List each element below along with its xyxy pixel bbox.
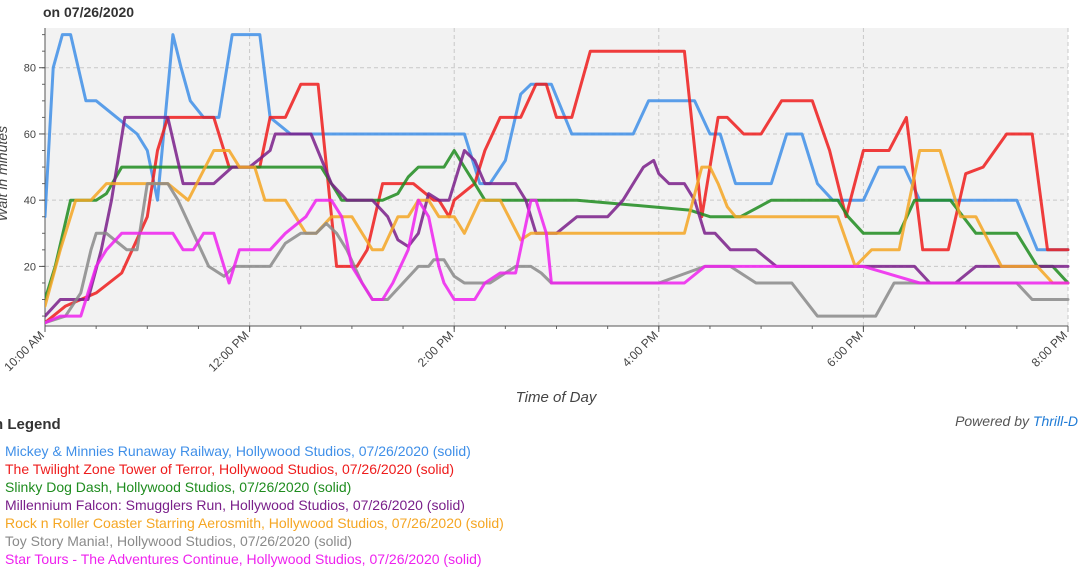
series-line-5 [45,182,1070,325]
line-chart: 20 40 60 80 10:00 AM 12:00 PM 2:00 PM 4:00 PM 6:… [0,28,1071,374]
series-line-3 [45,115,1070,318]
powered-by: Powered by Thrill-D [955,413,1078,429]
legend-item-star-tours[interactable]: Star Tours - The Adventures Continue, Ho… [5,551,482,567]
powered-by-prefix: Powered by [955,413,1033,429]
x-tick-label: 6:00 PM [824,328,866,370]
y-tick-label: 20 [24,261,36,273]
series-line-4 [45,149,1070,308]
legend-item-tower-of-terror[interactable]: The Twilight Zone Tower of Terror, Holly… [5,461,455,477]
legend-title: n Legend [0,416,61,433]
x-axis-label: Time of Day [515,389,597,406]
legend-item-toy-story[interactable]: Toy Story Mania!, Hollywood Studios, 07/… [5,533,353,549]
powered-by-link[interactable]: Thrill-D [1032,413,1078,429]
chart-title: on 07/26/2020 [43,4,135,20]
legend-item-millennium-falcon[interactable]: Millennium Falcon: Smugglers Run, Hollyw… [5,497,465,513]
legend-item-mickey-minnie[interactable]: Mickey & Minnies Runaway Railway, Hollyw… [5,443,471,459]
x-tick-label: 2:00 PM [415,328,457,370]
legend-item-rock-n-roller[interactable]: Rock n Roller Coaster Starring Aerosmith… [5,515,504,531]
x-tick-label: 8:00 PM [1029,328,1071,370]
y-axis-label: Wait in minutes [0,126,10,221]
x-tick-label: 4:00 PM [619,328,661,370]
y-tick-label: 60 [24,129,36,141]
legend-item-slinky-dog[interactable]: Slinky Dog Dash, Hollywood Studios, 07/2… [5,479,352,495]
x-tick-label: 12:00 PM [205,328,251,374]
series-line-6 [45,198,1070,325]
y-tick-label: 80 [24,63,36,75]
x-tick-label: 10:00 AM [1,328,47,374]
y-tick-label: 40 [24,195,36,207]
legend-list: Mickey & Minnies Runaway Railway, Hollyw… [5,442,504,568]
